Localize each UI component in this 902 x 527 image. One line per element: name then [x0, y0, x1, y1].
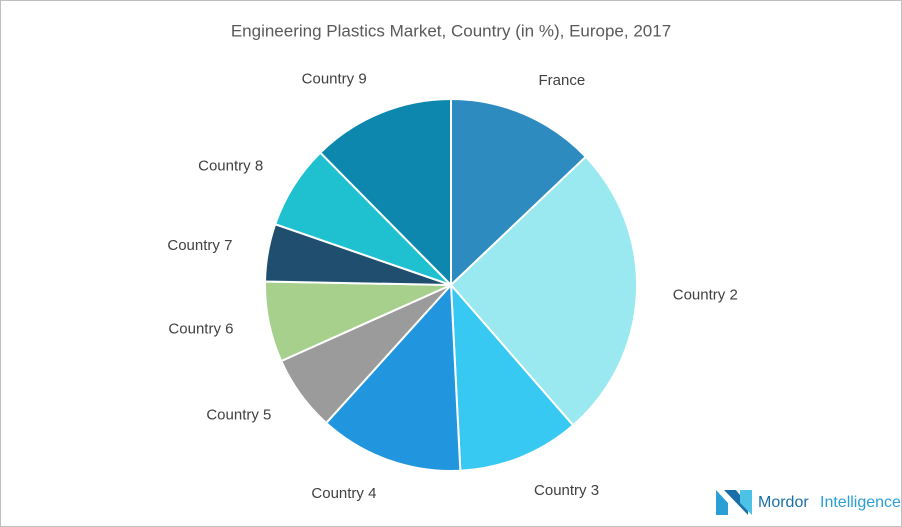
slice-label: Country 4	[311, 485, 376, 502]
slice-label: Country 9	[302, 71, 367, 88]
slice-label: Country 8	[198, 158, 263, 175]
pie-slice	[324, 282, 462, 472]
slice-label: France	[539, 72, 586, 89]
pie-slice	[450, 97, 588, 288]
watermark-brand2: Intelligence	[820, 494, 901, 511]
chart-title: Engineering Plastics Market, Country (in…	[231, 21, 671, 40]
slice-label: Country 2	[673, 286, 738, 303]
pie-slice	[318, 97, 452, 288]
slice-label: Country 7	[167, 237, 232, 254]
slice-label: Country 5	[206, 406, 271, 423]
watermark-brand: Mordor	[758, 494, 809, 511]
pie-slice	[449, 282, 575, 472]
slice-label: Country 3	[534, 482, 599, 499]
logo: Mordor Intelligence	[716, 490, 901, 515]
logo-shape	[740, 490, 752, 515]
logo-shape	[716, 490, 728, 515]
logo-shape	[724, 490, 748, 515]
pie-slice	[449, 155, 638, 427]
slice-label: Country 6	[168, 320, 233, 337]
